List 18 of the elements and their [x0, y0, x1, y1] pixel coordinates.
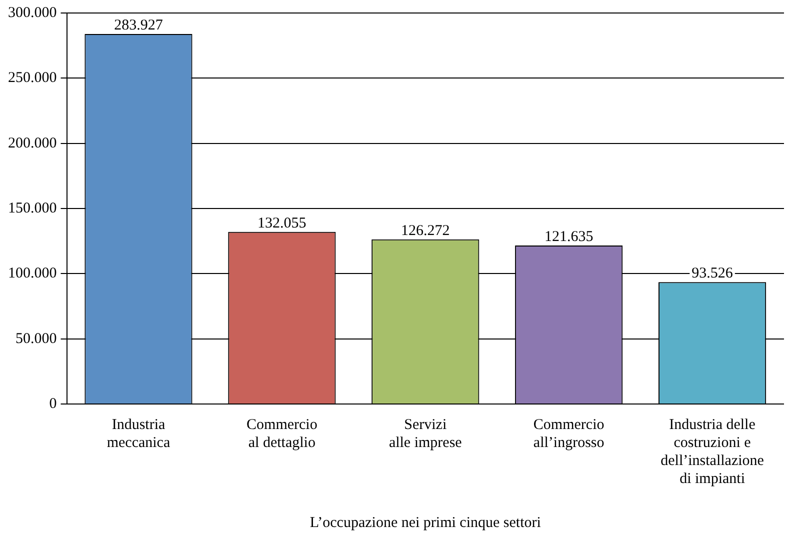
- x-tick-label: Commercio al dettaglio: [246, 416, 318, 451]
- data-label: 283.927: [114, 17, 164, 34]
- y-tick-label: 200.000: [8, 135, 57, 152]
- x-axis-title: L’occupazione nei primi cinque settori: [310, 514, 541, 531]
- data-label: 132.055: [258, 215, 306, 232]
- y-tick-label: 100.000: [8, 266, 57, 282]
- data-label: 93.526: [692, 266, 734, 282]
- data-label: 126.272: [401, 222, 450, 239]
- y-tick-label: 0: [49, 396, 57, 412]
- x-tick-label: Industria delle costruzioni e dell’installazione di impianti: [660, 416, 764, 487]
- y-tick-label: 50.000: [16, 330, 57, 347]
- y-tick-label: 300.000: [8, 4, 57, 21]
- x-tick-label: Servizi alle imprese: [388, 416, 462, 451]
- data-label: 121.635: [544, 228, 594, 245]
- x-tick-label: Commercio all’ingrosso: [533, 416, 604, 451]
- x-tick-label: Industria meccanica: [106, 416, 170, 451]
- y-tick-label: 250.000: [8, 70, 57, 86]
- y-tick-label: 150.000: [8, 200, 57, 216]
